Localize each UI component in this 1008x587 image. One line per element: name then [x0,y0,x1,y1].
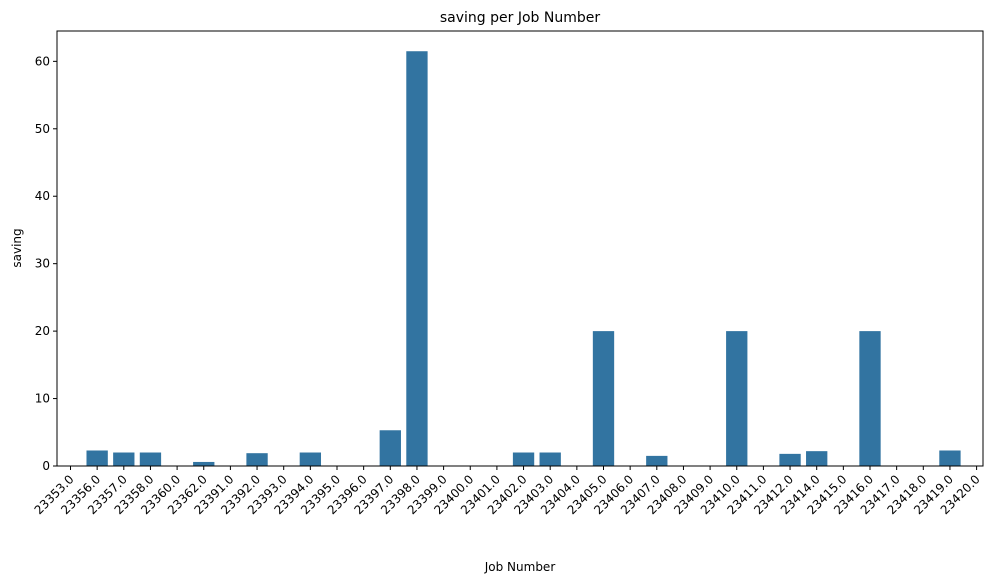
bar-23405.0 [592,331,615,466]
y-axis-label: saving [10,228,24,267]
y-tick-label: 40 [35,189,50,203]
y-tick-label: 30 [35,257,50,271]
bar-23407.0 [646,455,668,466]
bar-23394.0 [299,452,322,466]
bar-23362.0 [193,461,215,466]
chart-title: saving per Job Number [440,10,600,26]
bar-23410.0 [726,331,748,466]
y-axis-ticks: 0 10 20 30 40 50 60 [35,54,57,473]
x-axis-label: Job Number [484,560,556,574]
y-tick-label: 20 [35,324,50,338]
bar-23356.0 [86,450,108,466]
bar-23358.0 [139,452,162,466]
bar-23392.0 [246,453,268,466]
bar-23419.0 [939,450,961,466]
bar-23414.0 [806,451,828,466]
bar-23397.0 [379,430,401,466]
bar-23398.0 [406,51,428,466]
bars-group [86,51,961,466]
y-tick-label: 10 [35,392,50,406]
y-tick-label: 60 [35,54,50,68]
plot-frame [56,30,984,467]
x-axis-ticks: 23353.023356.023357.023358.023360.023362… [32,466,983,517]
bar-23357.0 [113,452,135,466]
y-tick-label: 0 [42,459,50,473]
bar-23416.0 [859,331,881,466]
y-tick-label: 50 [35,122,50,136]
bar-23412.0 [779,453,801,466]
bar-23403.0 [539,452,561,466]
bar-23402.0 [512,452,535,466]
